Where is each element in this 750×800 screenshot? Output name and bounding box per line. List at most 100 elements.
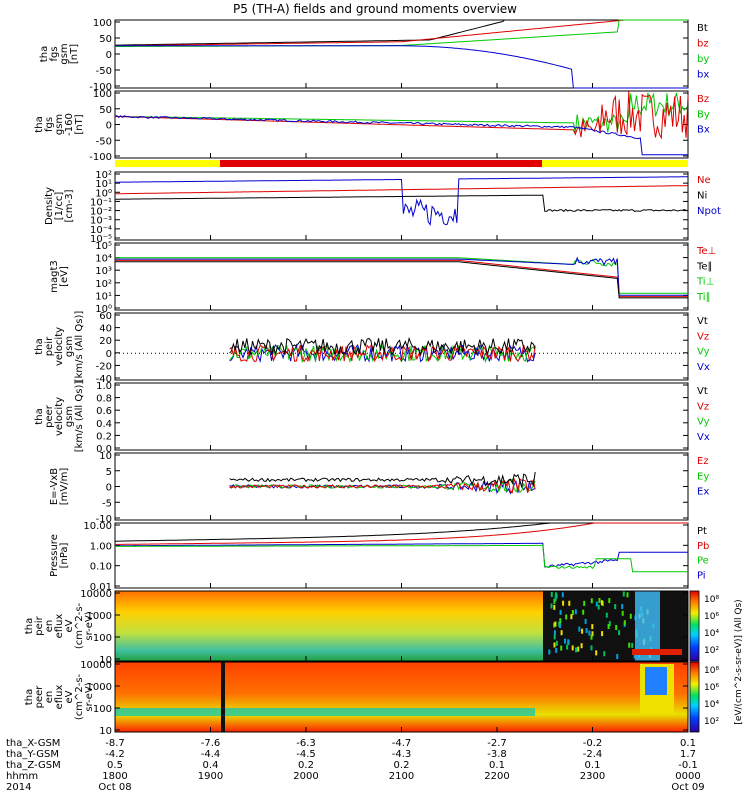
ytick-label: -10 — [96, 514, 112, 525]
heatmap-speckle — [554, 592, 557, 598]
ylabel-line: velocity — [54, 327, 65, 366]
xaxis-value-d: Oct 09 — [671, 782, 704, 793]
colorbar-tick: 10² — [704, 717, 719, 727]
ytick-label: 50 — [99, 34, 112, 45]
xaxis-value-t: 1900 — [198, 771, 223, 782]
xaxis-value-x: -2.7 — [487, 738, 507, 749]
series-line-3 — [115, 45, 688, 89]
ylabel-line: gsm — [64, 336, 75, 357]
series-line-1 — [115, 256, 688, 296]
heatmap-speckle — [598, 598, 601, 603]
ylabel-line: [nT] — [69, 44, 80, 64]
heatmap-speckle — [553, 634, 556, 640]
ytick-label: 0.4 — [96, 419, 112, 430]
ylabel-line: [mV/m] — [59, 468, 70, 506]
series-line-0 — [114, 19, 688, 46]
panel-1: 100 50 0 -50 -100 tha fgs gsm [nT] Bt bz by bx — [39, 18, 709, 93]
panel-6: 1.0 0.80.6 0.40.2 0.0 tha peer velocity gsm [km/… — [34, 381, 710, 455]
ytick-label: 0 — [106, 121, 112, 132]
ylabel-line: tha — [39, 46, 50, 62]
heatmap-speckle — [560, 630, 563, 636]
ylabel-line: [1/cc] — [54, 192, 65, 221]
series-line-3 — [229, 471, 536, 488]
ytick-label: 100 — [93, 704, 112, 715]
ytick-label: 0.6 — [96, 406, 112, 417]
ytick-label: 10 — [99, 655, 112, 666]
heatmap-speckle — [608, 598, 611, 604]
ylabel-line: Density — [44, 187, 55, 225]
ylabel-line: peir — [34, 615, 45, 635]
legend-entry: Vz — [697, 331, 709, 342]
legend-entry: Npot — [697, 206, 721, 217]
panel-10: 10000 1000 100 10 tha peer en eflux eV (cm^2-s-sr… — [24, 660, 719, 737]
heatmap-speckle — [621, 610, 624, 616]
ytick-label: 10⁻⁴ — [90, 225, 112, 236]
ytick-label: 1.00 — [90, 541, 112, 552]
xaxis-value-x: -0.2 — [583, 738, 603, 749]
xaxis-value-x: -8.7 — [105, 738, 125, 749]
heatmap-speckle — [566, 644, 569, 650]
panel-frame — [114, 522, 689, 589]
ylabel-line: magt3 — [49, 260, 60, 293]
xaxis-row-label-y: tha_Y-GSM — [6, 749, 59, 760]
series-line-3 — [115, 261, 688, 299]
xaxis-value-t: 1800 — [102, 771, 127, 782]
legend-entry: bz — [697, 39, 709, 50]
legend-entry: Bx — [697, 125, 710, 136]
ytick-label: -40 — [96, 374, 112, 385]
legend-entry: Vz — [697, 401, 709, 412]
ytick-label: 10⁻⁵ — [90, 234, 112, 245]
xaxis-value-x: 0.1 — [680, 738, 696, 749]
legend-entry: Vt — [697, 386, 708, 397]
legend-entry: By — [697, 109, 710, 120]
heatmap-speckle — [588, 630, 591, 636]
ylabel-line: eV — [64, 690, 75, 703]
ylabel-line: tha — [24, 689, 35, 705]
series-line-2 — [115, 194, 689, 213]
ylabel-line: (cm^2-s- — [74, 673, 85, 720]
xaxis-value-x: -7.6 — [201, 738, 221, 749]
ylabel-line: [nT] — [74, 114, 85, 134]
ytick-label: 1000 — [87, 682, 112, 693]
ytick-label: 10000 — [80, 589, 112, 600]
legend-entry: Vy — [697, 417, 710, 428]
xaxis-value-y: -4.4 — [201, 749, 221, 760]
heatmap-speckle — [553, 642, 556, 648]
series-line-0 — [115, 257, 688, 294]
xaxis-value-z: 0.2 — [394, 760, 410, 771]
series-line-3 — [115, 544, 688, 573]
ylabel-line: gsm — [54, 114, 65, 135]
ytick-label: 0 — [106, 349, 112, 360]
ytick-label: 10¹ — [95, 179, 112, 190]
ytick-label: -100 — [89, 152, 112, 163]
ylabel-line: peer — [44, 404, 55, 428]
colorbar-tick: 10⁴ — [704, 629, 719, 639]
heatmap-speckle — [558, 621, 561, 627]
ytick-label: -5 — [102, 498, 112, 509]
heatmap-gap — [221, 662, 225, 732]
heatmap-speckle — [581, 628, 584, 634]
xaxis-value-t: 2000 — [293, 771, 318, 782]
ytick-label: 60 — [99, 311, 112, 322]
xaxis-value-y: -3.8 — [487, 749, 507, 760]
xaxis-value-z: 0.2 — [298, 760, 314, 771]
series-line-1 — [229, 343, 536, 364]
ylabel-line: peer — [34, 685, 45, 709]
colorbar-tick: 10⁸ — [704, 595, 719, 605]
ytick-label: 10² — [95, 170, 112, 181]
colorbar-tick: 10⁶ — [704, 683, 719, 693]
xaxis-value-x: -6.3 — [296, 738, 316, 749]
ylabel-line: Pressure — [49, 534, 60, 577]
xaxis-value-t: 2100 — [389, 771, 414, 782]
heatmap-speckle — [554, 621, 557, 627]
ylabel-line: sr-eV) — [84, 611, 95, 640]
series-line-3 — [229, 336, 536, 357]
legend-entry: Ex — [697, 487, 709, 498]
ytick-label: 10⁰ — [95, 188, 112, 199]
legend-entry: Ey — [697, 471, 709, 482]
legend-entry: Bt — [697, 23, 708, 34]
series-line-0 — [115, 522, 688, 542]
chart-title: P5 (TH-A) fields and ground moments over… — [233, 2, 517, 16]
ytick-label: 10⁻² — [90, 207, 112, 218]
